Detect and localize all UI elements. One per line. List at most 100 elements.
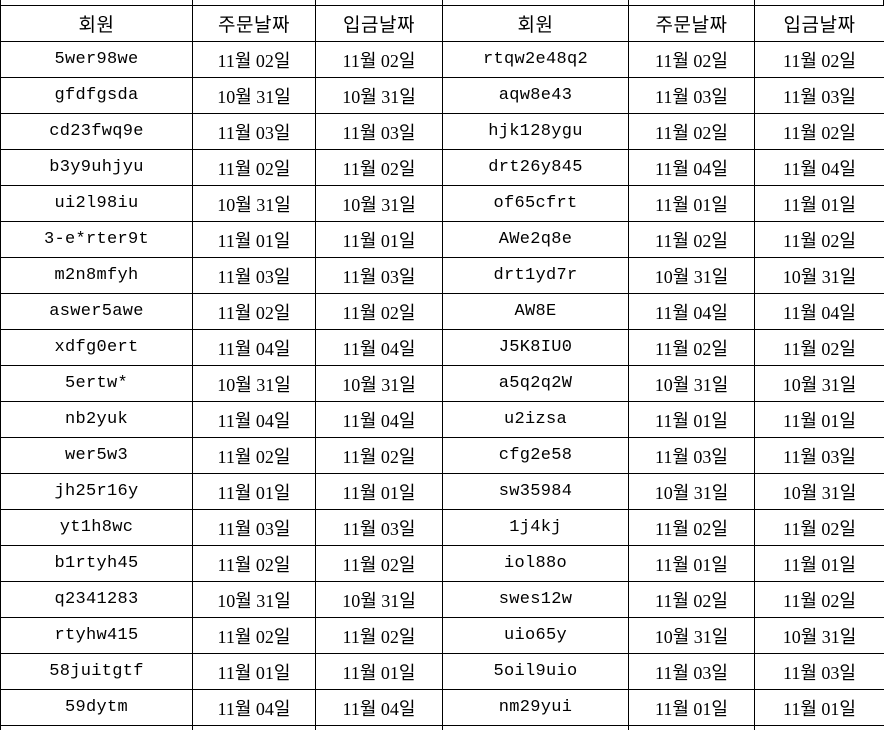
cell-payment-date-left[interactable]: 10월 31일	[315, 365, 443, 402]
empty-cell[interactable]	[628, 725, 755, 730]
cell-payment-date-left[interactable]: 10월 31일	[315, 581, 443, 618]
empty-cell[interactable]	[315, 725, 443, 730]
cell-payment-date-left[interactable]: 11월 04일	[315, 329, 443, 366]
cell-order-date-left[interactable]: 11월 04일	[192, 689, 316, 726]
cell-payment-date-right[interactable]: 11월 01일	[754, 545, 884, 582]
cell-member-left[interactable]: yt1h8wc	[0, 509, 193, 546]
cell-payment-date-right[interactable]: 11월 01일	[754, 185, 884, 222]
cell-order-date-left[interactable]: 11월 02일	[192, 41, 316, 78]
cell-member-left[interactable]: aswer5awe	[0, 293, 193, 330]
cell-member-right[interactable]: cfg2e58	[442, 437, 629, 474]
cell-member-right[interactable]: rtqw2e48q2	[442, 41, 629, 78]
cell-payment-date-right[interactable]: 10월 31일	[754, 257, 884, 294]
cell-member-left[interactable]: b3y9uhjyu	[0, 149, 193, 186]
cell-payment-date-right[interactable]: 11월 01일	[754, 401, 884, 438]
cell-payment-date-right[interactable]: 11월 02일	[754, 581, 884, 618]
cell-payment-date-left[interactable]: 11월 02일	[315, 545, 443, 582]
cell-payment-date-right[interactable]: 10월 31일	[754, 473, 884, 510]
cell-member-left[interactable]: xdfg0ert	[0, 329, 193, 366]
cell-order-date-right[interactable]: 11월 04일	[628, 149, 755, 186]
header-payment-date-right[interactable]: 입금날짜	[754, 5, 884, 42]
cell-member-left[interactable]: ui2l98iu	[0, 185, 193, 222]
cell-order-date-right[interactable]: 11월 01일	[628, 185, 755, 222]
cell-order-date-right[interactable]: 11월 01일	[628, 401, 755, 438]
cell-order-date-left[interactable]: 11월 02일	[192, 437, 316, 474]
cell-order-date-left[interactable]: 11월 01일	[192, 221, 316, 258]
cell-order-date-right[interactable]: 11월 02일	[628, 41, 755, 78]
cell-member-right[interactable]: drt26y845	[442, 149, 629, 186]
cell-order-date-left[interactable]: 10월 31일	[192, 185, 316, 222]
cell-payment-date-left[interactable]: 11월 01일	[315, 473, 443, 510]
cell-order-date-right[interactable]: 11월 04일	[628, 293, 755, 330]
cell-payment-date-left[interactable]: 11월 01일	[315, 653, 443, 690]
cell-payment-date-left[interactable]: 11월 04일	[315, 401, 443, 438]
cell-order-date-right[interactable]: 11월 02일	[628, 221, 755, 258]
cell-order-date-right[interactable]: 11월 01일	[628, 545, 755, 582]
cell-payment-date-right[interactable]: 10월 31일	[754, 617, 884, 654]
cell-payment-date-right[interactable]: 10월 31일	[754, 365, 884, 402]
cell-order-date-left[interactable]: 11월 03일	[192, 113, 316, 150]
cell-member-left[interactable]: rtyhw415	[0, 617, 193, 654]
cell-payment-date-left[interactable]: 11월 02일	[315, 149, 443, 186]
cell-payment-date-right[interactable]: 11월 04일	[754, 149, 884, 186]
cell-member-right[interactable]: u2izsa	[442, 401, 629, 438]
cell-order-date-right[interactable]: 11월 02일	[628, 113, 755, 150]
cell-order-date-right[interactable]: 11월 03일	[628, 437, 755, 474]
cell-order-date-right[interactable]: 11월 03일	[628, 653, 755, 690]
empty-cell[interactable]	[442, 725, 629, 730]
cell-payment-date-left[interactable]: 11월 01일	[315, 221, 443, 258]
cell-payment-date-right[interactable]: 11월 03일	[754, 437, 884, 474]
cell-member-right[interactable]: AW8E	[442, 293, 629, 330]
cell-member-right[interactable]: J5K8IU0	[442, 329, 629, 366]
cell-payment-date-left[interactable]: 10월 31일	[315, 77, 443, 114]
cell-order-date-right[interactable]: 10월 31일	[628, 617, 755, 654]
header-order-date-right[interactable]: 주문날짜	[628, 5, 755, 42]
cell-member-right[interactable]: swes12w	[442, 581, 629, 618]
cell-payment-date-right[interactable]: 11월 02일	[754, 41, 884, 78]
cell-payment-date-left[interactable]: 11월 02일	[315, 617, 443, 654]
cell-member-left[interactable]: q2341283	[0, 581, 193, 618]
cell-payment-date-left[interactable]: 10월 31일	[315, 185, 443, 222]
cell-payment-date-right[interactable]: 11월 01일	[754, 689, 884, 726]
cell-member-left[interactable]: gfdfgsda	[0, 77, 193, 114]
cell-member-left[interactable]: b1rtyh45	[0, 545, 193, 582]
cell-member-right[interactable]: drt1yd7r	[442, 257, 629, 294]
cell-member-right[interactable]: uio65y	[442, 617, 629, 654]
cell-member-right[interactable]: 5oil9uio	[442, 653, 629, 690]
cell-order-date-left[interactable]: 11월 01일	[192, 473, 316, 510]
cell-payment-date-left[interactable]: 11월 02일	[315, 41, 443, 78]
cell-member-left[interactable]: 5ertw*	[0, 365, 193, 402]
cell-member-right[interactable]: aqw8e43	[442, 77, 629, 114]
cell-order-date-right[interactable]: 11월 03일	[628, 77, 755, 114]
cell-payment-date-left[interactable]: 11월 04일	[315, 689, 443, 726]
cell-order-date-left[interactable]: 11월 03일	[192, 509, 316, 546]
cell-member-left[interactable]: 3-e*rter9t	[0, 221, 193, 258]
cell-order-date-left[interactable]: 11월 02일	[192, 293, 316, 330]
cell-order-date-right[interactable]: 11월 02일	[628, 329, 755, 366]
cell-order-date-left[interactable]: 11월 02일	[192, 149, 316, 186]
cell-order-date-left[interactable]: 11월 02일	[192, 617, 316, 654]
cell-order-date-left[interactable]: 11월 04일	[192, 329, 316, 366]
cell-member-right[interactable]: of65cfrt	[442, 185, 629, 222]
cell-order-date-left[interactable]: 10월 31일	[192, 365, 316, 402]
cell-member-left[interactable]: 5wer98we	[0, 41, 193, 78]
cell-member-left[interactable]: m2n8mfyh	[0, 257, 193, 294]
cell-payment-date-right[interactable]: 11월 02일	[754, 221, 884, 258]
cell-member-right[interactable]: sw35984	[442, 473, 629, 510]
cell-payment-date-left[interactable]: 11월 02일	[315, 293, 443, 330]
cell-payment-date-right[interactable]: 11월 03일	[754, 77, 884, 114]
header-payment-date-left[interactable]: 입금날짜	[315, 5, 443, 42]
cell-payment-date-left[interactable]: 11월 03일	[315, 257, 443, 294]
cell-order-date-left[interactable]: 11월 02일	[192, 545, 316, 582]
cell-member-left[interactable]: 58juitgtf	[0, 653, 193, 690]
cell-payment-date-right[interactable]: 11월 02일	[754, 509, 884, 546]
cell-order-date-right[interactable]: 11월 02일	[628, 509, 755, 546]
cell-payment-date-left[interactable]: 11월 02일	[315, 437, 443, 474]
empty-cell[interactable]	[754, 725, 884, 730]
cell-order-date-right[interactable]: 11월 01일	[628, 689, 755, 726]
cell-payment-date-right[interactable]: 11월 02일	[754, 113, 884, 150]
cell-order-date-right[interactable]: 10월 31일	[628, 473, 755, 510]
cell-member-right[interactable]: AWe2q8e	[442, 221, 629, 258]
cell-order-date-right[interactable]: 10월 31일	[628, 365, 755, 402]
cell-member-left[interactable]: cd23fwq9e	[0, 113, 193, 150]
